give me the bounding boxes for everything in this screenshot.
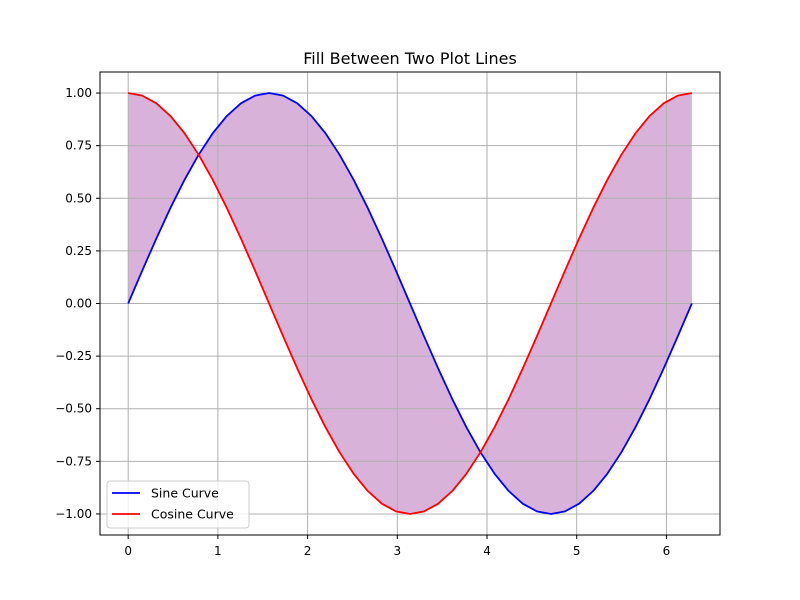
x-tick-label: 3: [393, 544, 401, 558]
legend-box: [106, 480, 250, 529]
x-tick-label: 0: [124, 544, 132, 558]
x-tick-label: 1: [214, 544, 222, 558]
y-tick-label: 1.00: [65, 86, 92, 100]
y-tick-label: −1.00: [55, 507, 92, 521]
chart-title: Fill Between Two Plot Lines: [303, 49, 517, 68]
x-tick-label: 4: [483, 544, 491, 558]
x-tick-label: 5: [573, 544, 581, 558]
y-tick-label: −0.25: [55, 349, 92, 363]
y-tick-label: −0.75: [55, 454, 92, 468]
y-tick-label: 0.25: [65, 244, 92, 258]
legend-cosine-label: Cosine Curve: [151, 507, 234, 522]
y-tick-label: −0.50: [55, 402, 92, 416]
y-tick-label: 0.75: [65, 139, 92, 153]
x-tick-label: 6: [663, 544, 671, 558]
y-tick-label: 0.00: [65, 297, 92, 311]
sine-curve-line: [127, 92, 693, 515]
cosine-curve-line: [128, 92, 693, 515]
y-tick-label: 0.50: [65, 191, 92, 205]
legend-sine-label: Sine Curve: [151, 486, 219, 501]
x-tick-label: 2: [304, 544, 312, 558]
legend: Sine Curve Cosine Curve: [106, 480, 250, 529]
